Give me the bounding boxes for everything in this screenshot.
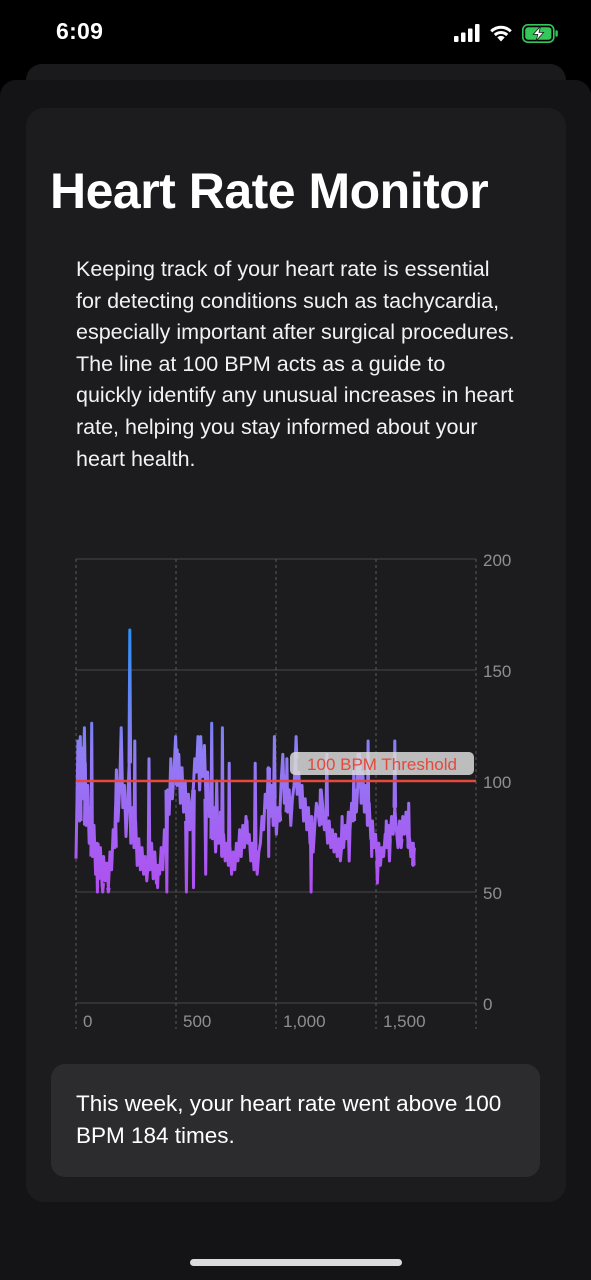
heart-rate-spike xyxy=(384,819,389,848)
heart-rate-spike xyxy=(398,838,404,850)
heart-rate-spike xyxy=(369,820,374,858)
heart-rate-spike xyxy=(244,819,250,844)
heart-rate-spike xyxy=(293,735,299,759)
heart-rate-spike xyxy=(387,838,392,863)
heart-rate-spike xyxy=(406,801,411,848)
heart-rate-spike xyxy=(318,788,323,826)
heart-rate-spike xyxy=(392,739,398,808)
heart-rate-spike xyxy=(252,761,258,848)
heart-rate-spike xyxy=(184,820,189,894)
heart-rate-spike xyxy=(284,757,290,813)
heart-rate-spike xyxy=(308,816,314,894)
summary-text: This week, your heart rate went above 10… xyxy=(76,1091,502,1148)
y-tick-label: 50 xyxy=(483,884,502,903)
heart-rate-spike xyxy=(191,789,196,890)
heart-rate-spike xyxy=(359,772,365,801)
heart-rate-spike xyxy=(339,815,345,844)
heart-rate-spike xyxy=(346,829,352,863)
wifi-icon xyxy=(490,25,512,42)
heart-rate-spike xyxy=(113,806,118,848)
battery-charging-icon xyxy=(522,23,558,43)
heart-rate-spike xyxy=(277,806,283,822)
heart-rate-spike xyxy=(214,779,219,826)
cellular-signal-icon xyxy=(454,24,480,42)
heart-rate-spike xyxy=(203,798,208,876)
heart-rate-spike xyxy=(174,748,180,786)
y-tick-label: 200 xyxy=(483,551,511,570)
heart-rate-spike xyxy=(95,843,100,894)
page-title: Heart Rate Monitor xyxy=(50,163,489,219)
heart-rate-spike xyxy=(155,865,160,890)
heart-rate-spike xyxy=(411,841,416,866)
status-icons xyxy=(454,22,559,44)
heart-rate-spike xyxy=(226,761,232,866)
heart-rate-spike xyxy=(375,860,380,885)
y-tick-label: 150 xyxy=(483,662,511,681)
heart-rate-spike xyxy=(351,766,357,822)
x-tick-label: 500 xyxy=(183,1012,211,1031)
heart-rate-spike xyxy=(365,739,371,826)
heart-rate-spike xyxy=(272,735,277,799)
description-text: Keeping track of your heart rate is esse… xyxy=(76,257,515,471)
heart-rate-spike xyxy=(198,735,203,755)
heart-rate-spike xyxy=(100,882,105,894)
heart-rate-spike xyxy=(106,887,111,894)
heart-rate-spike xyxy=(132,739,138,848)
threshold-label: 100 BPM Threshold xyxy=(307,755,457,774)
y-tick-label: 0 xyxy=(483,995,492,1014)
heart-rate-spike xyxy=(78,735,83,822)
summary-card: This week, your heart rate went above 10… xyxy=(51,1064,540,1177)
heart-rate-spike xyxy=(127,628,133,764)
heart-rate-spike xyxy=(220,726,225,857)
x-tick-label: 1,000 xyxy=(283,1012,326,1031)
x-tick-label: 0 xyxy=(83,1012,92,1031)
heart-rate-spike xyxy=(89,721,94,857)
x-tick-label: 1,500 xyxy=(383,1012,426,1031)
home-indicator[interactable] xyxy=(190,1259,402,1266)
heart-rate-spike xyxy=(146,757,152,861)
threshold-label-background xyxy=(290,752,474,775)
heart-rate-line xyxy=(74,726,416,890)
heart-rate-chart: 0 50 100 150 200 0 500 1,000 1,500 100 BPM Thresh… xyxy=(74,551,511,1031)
heart-rate-spike xyxy=(379,847,384,854)
status-bar: 6:09 xyxy=(0,0,591,62)
y-tick-label: 100 xyxy=(483,773,511,792)
heart-rate-spike xyxy=(83,761,88,826)
heart-rate-spike xyxy=(164,789,170,894)
heart-rate-spike xyxy=(266,767,271,858)
status-time: 6:09 xyxy=(56,18,104,44)
heart-rate-spike xyxy=(209,721,214,839)
